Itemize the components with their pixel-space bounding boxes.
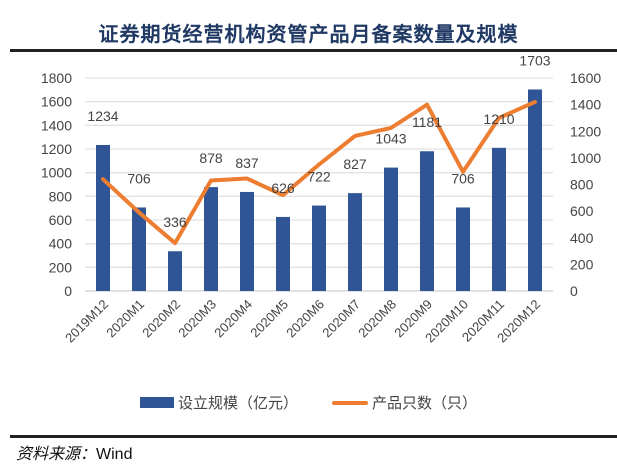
x-tick-label: 2020M4 (211, 297, 255, 341)
bar-data-label: 626 (271, 180, 295, 196)
source-label: 资料来源： (16, 444, 97, 463)
bar (384, 167, 398, 291)
x-tick-label: 2020M6 (283, 297, 327, 341)
bar-data-label: 1703 (519, 52, 550, 68)
bar-data-label: 827 (343, 156, 367, 172)
x-tick-label: 2020M1 (103, 297, 147, 341)
bar (132, 207, 146, 291)
y-right-tick-label: 0 (570, 283, 578, 299)
bar (456, 207, 470, 291)
y-left-tick-label: 1000 (41, 165, 72, 181)
source-value: Wind (96, 446, 133, 463)
bottom-rule (10, 435, 617, 438)
y-left-tick-label: 1600 (41, 94, 72, 110)
bar-data-label: 1043 (375, 131, 406, 147)
bar (168, 251, 182, 291)
legend-line-swatch (332, 400, 368, 405)
y-right-tick-label: 1600 (570, 70, 601, 86)
x-tick-label: 2020M5 (247, 297, 291, 341)
y-right-tick-label: 200 (570, 256, 594, 272)
bar (312, 205, 326, 291)
bar-data-label: 1181 (412, 114, 442, 130)
bar-data-label: 722 (307, 169, 331, 185)
legend-bar-swatch (139, 397, 174, 408)
chart-plot: 0 200 400 600 800 1000 1200 1400 1600 1800 0 200 400… (41, 52, 602, 346)
y-left-tick-label: 200 (49, 259, 73, 275)
bar (528, 89, 542, 291)
bar-data-label: 1234 (87, 108, 118, 124)
bar (420, 151, 434, 291)
y-left-tick-label: 800 (49, 188, 73, 204)
bar (276, 216, 290, 291)
y-left-tick-label: 1800 (41, 70, 72, 86)
legend-item-line: 产品只数（只） (332, 392, 477, 413)
bar-data-label: 878 (199, 150, 223, 166)
bar-data-label: 706 (127, 170, 151, 186)
bar-data-label: 1210 (483, 111, 514, 127)
bar (204, 187, 218, 291)
y-left-tick-label: 600 (49, 212, 73, 228)
x-tick-label: 2020M3 (175, 297, 219, 341)
source-note: 资料来源：Wind (16, 440, 132, 464)
chart-title: 证券期货经营机构资管产品月备案数量及规模 (98, 22, 519, 46)
legend-line-label: 产品只数（只） (372, 395, 478, 412)
bar-data-label: 336 (163, 214, 187, 230)
x-tick-label: 2019M12 (62, 297, 111, 346)
y-right-tick-label: 1000 (570, 150, 601, 166)
y-right-tick-label: 600 (570, 203, 594, 219)
bar-data-label: 706 (451, 170, 475, 186)
bar (96, 144, 110, 291)
legend-item-bar: 设立规模（亿元） (139, 392, 298, 413)
x-tick-label: 2020M7 (319, 297, 363, 341)
y-right-tick-label: 1400 (570, 97, 601, 113)
bar (240, 191, 254, 291)
y-left-tick-label: 400 (49, 236, 73, 252)
y-right-tick-label: 800 (570, 177, 594, 193)
bar (492, 147, 506, 291)
y-right-tick-label: 1200 (570, 123, 601, 139)
bar-data-label: 837 (235, 155, 259, 171)
top-rule (10, 49, 617, 52)
y-left-tick-label: 1400 (41, 117, 72, 133)
bar (348, 193, 362, 291)
y-left-tick-label: 0 (64, 283, 72, 299)
legend-bar-label: 设立规模（亿元） (177, 395, 298, 412)
legend: 设立规模（亿元） 产品只数（只） (0, 392, 617, 413)
y-right-tick-label: 400 (570, 230, 594, 246)
x-tick-label: 2020M2 (139, 297, 183, 341)
x-tick-label: 2020M8 (355, 297, 399, 341)
y-left-tick-label: 1200 (41, 141, 72, 157)
